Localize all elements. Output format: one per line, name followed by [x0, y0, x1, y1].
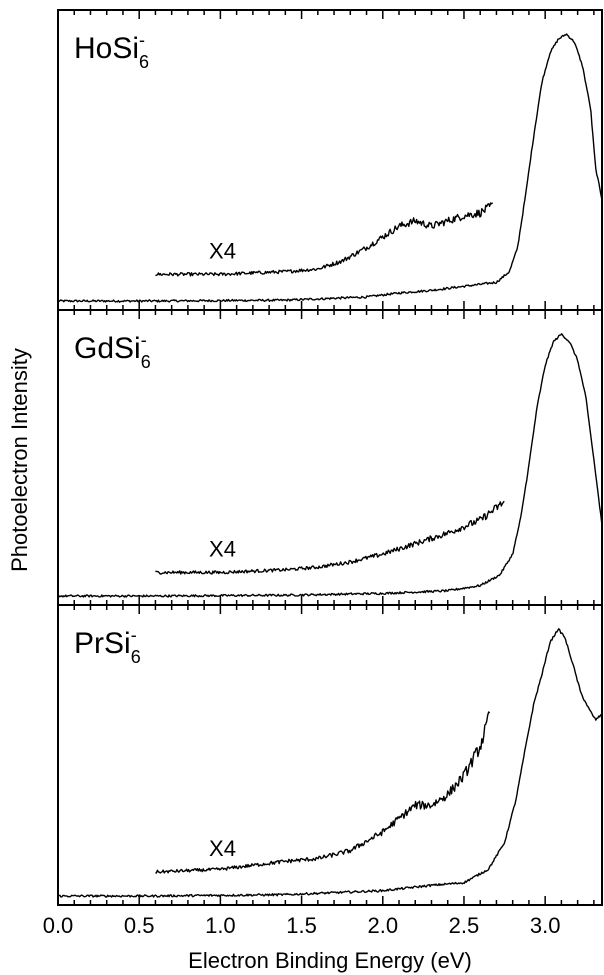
panel-frame	[57, 604, 603, 906]
series-main-trace	[57, 333, 603, 598]
series-x4-trace	[155, 202, 494, 277]
x-tick-label: 2.0	[367, 913, 398, 938]
x-tick-label: 1.5	[286, 913, 317, 938]
y-axis-title: Photoelectron Intensity	[7, 348, 32, 572]
panel-label-superscript: -	[141, 330, 147, 350]
series-main-trace	[57, 628, 602, 898]
series-x4-trace	[155, 711, 491, 874]
panel-label: HoSi6-	[74, 30, 149, 72]
panel-label-base: HoSi	[74, 32, 139, 65]
x-tick-label: 2.5	[449, 913, 480, 938]
x-tick-label: 3.0	[530, 913, 561, 938]
panel-1: HoSi6- X4	[57, 9, 603, 311]
panel-label-base: PrSi	[74, 627, 131, 660]
panel-label-base: GdSi	[74, 332, 141, 365]
panel-label-superscript: -	[139, 30, 145, 50]
magnification-label: X4	[209, 536, 236, 561]
panel-label: PrSi6-	[74, 625, 141, 667]
panel-label: GdSi6-	[74, 330, 151, 372]
panel-3: PrSi6- X4	[57, 604, 603, 906]
panel-label-superscript: -	[131, 625, 137, 645]
magnification-label: X4	[209, 238, 236, 263]
panel-label-subscript: 6	[141, 352, 151, 372]
panel-label-subscript: 6	[139, 52, 149, 72]
panel-label-subscript: 6	[131, 647, 141, 667]
x-tick-label: 0.5	[124, 913, 155, 938]
panel-2: GdSi6- X4	[57, 309, 603, 606]
x-tick-label: 0.0	[43, 913, 74, 938]
series-x4-trace	[155, 500, 505, 575]
magnification-label: X4	[209, 836, 236, 861]
x-axis: 0.0 0.5 1.0 1.5 2.0 2.5 3.0	[43, 913, 561, 938]
x-axis-title: Electron Binding Energy (eV)	[188, 948, 472, 973]
series-main-trace	[57, 33, 603, 303]
x-tick-label: 1.0	[205, 913, 236, 938]
